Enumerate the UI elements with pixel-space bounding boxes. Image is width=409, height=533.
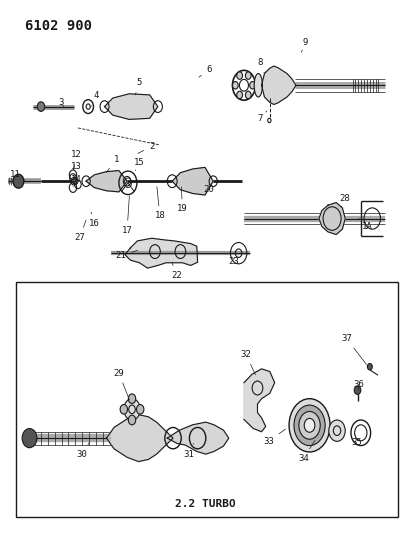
Polygon shape bbox=[106, 415, 173, 462]
Polygon shape bbox=[125, 238, 197, 268]
Circle shape bbox=[236, 72, 242, 79]
Text: 15: 15 bbox=[134, 158, 144, 171]
Circle shape bbox=[245, 91, 250, 99]
Text: 2.2 TURBO: 2.2 TURBO bbox=[174, 499, 235, 508]
Polygon shape bbox=[243, 369, 274, 432]
Text: 18: 18 bbox=[154, 187, 165, 220]
Text: 5: 5 bbox=[135, 78, 142, 95]
Circle shape bbox=[136, 405, 144, 414]
Circle shape bbox=[124, 399, 140, 420]
Text: 36: 36 bbox=[353, 381, 363, 390]
Text: 23: 23 bbox=[228, 257, 238, 265]
Text: 20: 20 bbox=[203, 184, 214, 193]
Text: 7: 7 bbox=[257, 111, 266, 123]
Circle shape bbox=[303, 418, 314, 432]
Text: 28: 28 bbox=[338, 195, 349, 207]
Text: 8: 8 bbox=[257, 58, 264, 74]
Circle shape bbox=[236, 91, 242, 99]
Circle shape bbox=[328, 420, 344, 441]
Text: 35: 35 bbox=[351, 438, 361, 447]
Text: 21: 21 bbox=[115, 251, 137, 260]
Text: 12: 12 bbox=[70, 150, 81, 170]
Bar bbox=[16, 282, 397, 517]
Circle shape bbox=[22, 429, 37, 448]
Text: 11: 11 bbox=[10, 171, 25, 180]
Circle shape bbox=[128, 415, 135, 425]
Polygon shape bbox=[318, 203, 344, 235]
Circle shape bbox=[298, 411, 319, 439]
Text: 34: 34 bbox=[297, 440, 314, 463]
Text: 1: 1 bbox=[106, 156, 119, 172]
Text: 33: 33 bbox=[263, 429, 285, 446]
Text: 6: 6 bbox=[198, 65, 211, 77]
Ellipse shape bbox=[254, 74, 262, 97]
Circle shape bbox=[293, 405, 324, 446]
Circle shape bbox=[13, 174, 24, 188]
Text: 2: 2 bbox=[137, 142, 154, 154]
Text: 14: 14 bbox=[70, 175, 81, 187]
Text: 13: 13 bbox=[70, 162, 81, 177]
Circle shape bbox=[366, 364, 371, 370]
Circle shape bbox=[37, 102, 45, 111]
Text: 19: 19 bbox=[177, 187, 187, 213]
Circle shape bbox=[249, 82, 255, 89]
Text: 4: 4 bbox=[91, 92, 99, 107]
Text: 29: 29 bbox=[113, 369, 129, 400]
Text: 30: 30 bbox=[76, 442, 89, 458]
Circle shape bbox=[120, 405, 127, 414]
Polygon shape bbox=[172, 167, 213, 195]
Text: 3: 3 bbox=[58, 98, 64, 107]
Text: 31: 31 bbox=[183, 443, 193, 458]
Polygon shape bbox=[167, 422, 228, 454]
Circle shape bbox=[245, 72, 250, 79]
Text: 27: 27 bbox=[74, 220, 86, 241]
Polygon shape bbox=[261, 66, 295, 104]
Text: 17: 17 bbox=[121, 196, 132, 235]
Circle shape bbox=[353, 386, 360, 394]
Circle shape bbox=[232, 82, 238, 89]
Polygon shape bbox=[104, 94, 157, 119]
Circle shape bbox=[128, 394, 135, 403]
Circle shape bbox=[288, 399, 329, 452]
Text: 37: 37 bbox=[340, 334, 366, 365]
Text: 16: 16 bbox=[89, 212, 99, 228]
Text: 22: 22 bbox=[171, 263, 181, 280]
Text: 6102 900: 6102 900 bbox=[25, 19, 91, 33]
Text: 1A: 1A bbox=[358, 219, 371, 231]
Polygon shape bbox=[86, 171, 127, 192]
Text: 32: 32 bbox=[240, 350, 255, 375]
Text: 9: 9 bbox=[301, 38, 308, 52]
